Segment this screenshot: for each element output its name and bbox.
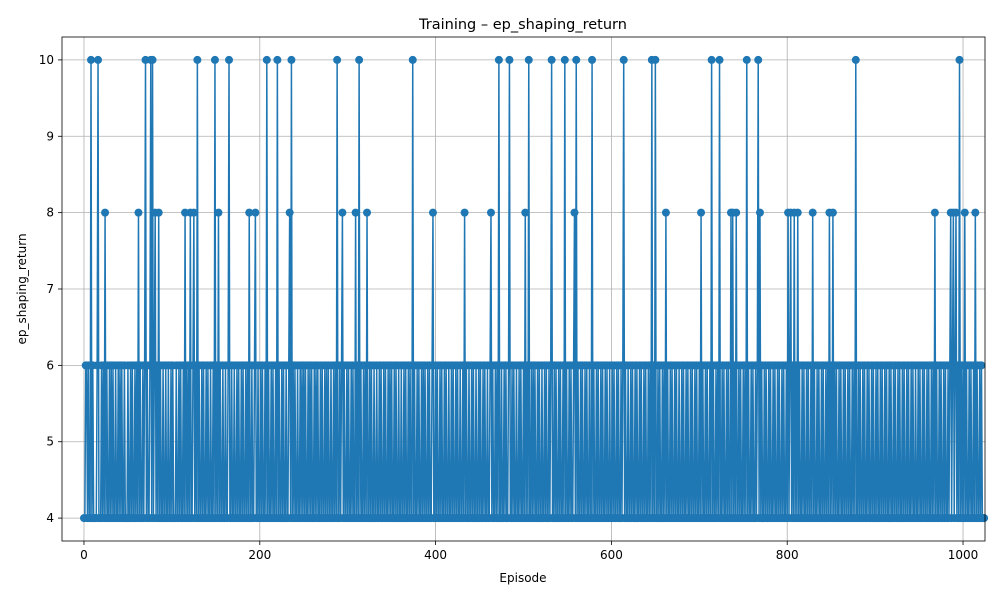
data-point	[363, 208, 372, 217]
x-axis-label: Episode	[499, 571, 546, 585]
data-point	[724, 361, 733, 370]
data-point	[828, 208, 837, 217]
data-point	[94, 55, 103, 64]
y-tick-label: 10	[39, 53, 54, 67]
data-point	[524, 55, 533, 64]
y-axis: 4 5 6 7 8 9 10	[39, 53, 62, 525]
data-point	[619, 55, 628, 64]
data-point	[742, 55, 751, 64]
data-point	[572, 55, 581, 64]
data-point	[808, 208, 817, 217]
data-point	[697, 208, 706, 217]
data-point	[87, 55, 96, 64]
data-point	[193, 55, 202, 64]
x-tick-label: 200	[248, 548, 271, 562]
data-point	[333, 55, 342, 64]
data-point	[285, 208, 294, 217]
y-tick-label: 5	[46, 435, 54, 449]
data-point	[351, 208, 360, 217]
data-point	[494, 55, 503, 64]
data-point	[505, 55, 514, 64]
data-point	[225, 55, 234, 64]
data-point	[651, 55, 660, 64]
y-tick-label: 4	[46, 511, 54, 525]
data-point	[189, 208, 198, 217]
data-point	[486, 208, 495, 217]
data-point	[732, 208, 741, 217]
data-point	[955, 55, 964, 64]
data-point	[661, 208, 670, 217]
y-axis-label: ep_shaping_return	[15, 233, 29, 344]
data-point	[793, 208, 802, 217]
data-point	[460, 208, 469, 217]
data-point	[428, 208, 437, 217]
data-point	[134, 208, 143, 217]
x-tick-label: 1000	[948, 548, 979, 562]
x-tick-label: 600	[600, 548, 623, 562]
x-axis: 0 200 400 600 800 1000	[80, 541, 978, 562]
data-point	[930, 208, 939, 217]
series-markers	[79, 55, 989, 523]
data-point	[588, 55, 597, 64]
chart-title: Training – ep_shaping_return	[418, 17, 627, 33]
data-point	[251, 208, 260, 217]
data-point	[971, 208, 980, 217]
x-tick-label: 800	[776, 548, 799, 562]
data-point	[754, 55, 763, 64]
data-point	[101, 208, 110, 217]
data-point	[408, 55, 417, 64]
data-point	[851, 55, 860, 64]
data-point	[287, 55, 296, 64]
y-tick-label: 7	[46, 282, 54, 296]
data-point	[338, 208, 347, 217]
y-tick-label: 9	[46, 129, 54, 143]
data-point	[245, 208, 254, 217]
y-tick-label: 6	[46, 358, 54, 372]
data-point	[960, 208, 969, 217]
data-point	[154, 208, 163, 217]
data-point	[521, 208, 530, 217]
data-point	[560, 55, 569, 64]
data-point	[707, 55, 716, 64]
data-point	[148, 55, 157, 64]
data-point	[951, 208, 960, 217]
data-point	[977, 361, 986, 370]
data-point	[262, 55, 271, 64]
data-point	[755, 208, 764, 217]
data-point	[273, 55, 282, 64]
y-tick-label: 8	[46, 206, 54, 220]
data-point	[210, 55, 219, 64]
series-layer	[79, 55, 989, 523]
data-point	[547, 55, 556, 64]
x-tick-label: 0	[80, 548, 88, 562]
data-point	[570, 208, 579, 217]
x-tick-label: 400	[424, 548, 447, 562]
data-point	[214, 208, 223, 217]
data-point	[715, 55, 724, 64]
data-point	[355, 55, 364, 64]
data-point	[980, 514, 989, 523]
